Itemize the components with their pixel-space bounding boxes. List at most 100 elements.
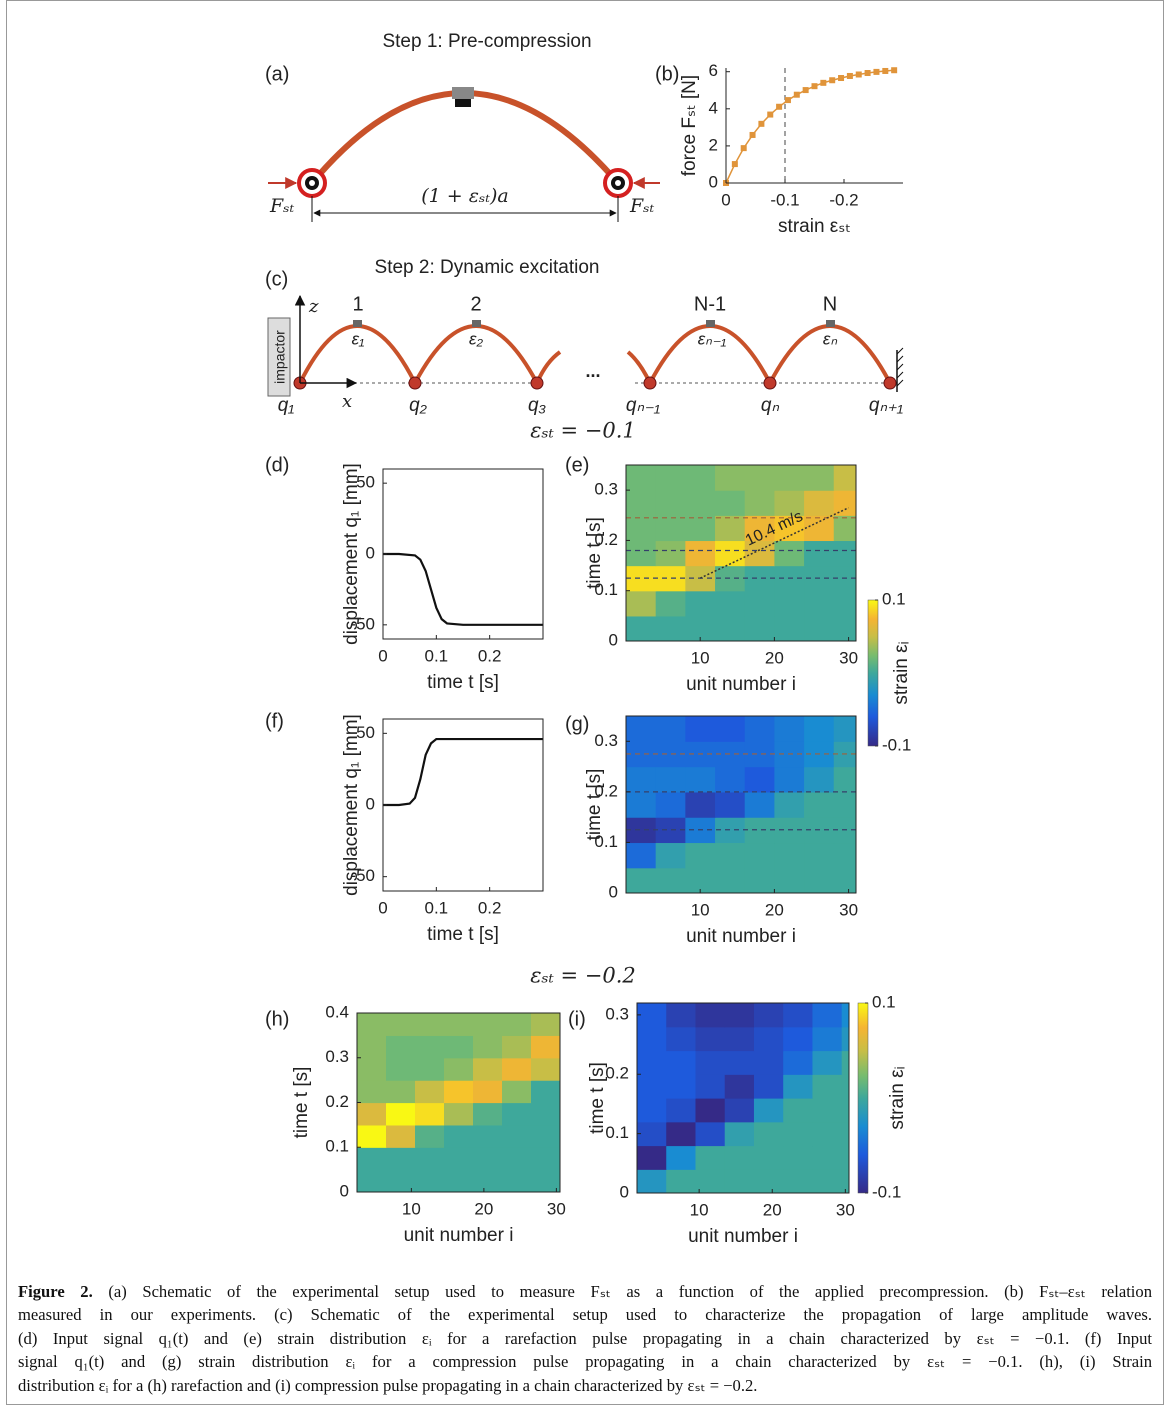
heatmap-cell <box>473 1057 503 1081</box>
y-tick-label: 0 <box>366 794 375 813</box>
x-tick-label: 10 <box>402 1199 421 1218</box>
heatmap-cell <box>655 465 686 491</box>
x-tick-label: 20 <box>474 1199 493 1218</box>
heatmap-cell <box>655 867 686 893</box>
heatmap-cell <box>715 716 746 742</box>
heatmap-cell <box>473 1169 503 1192</box>
y-tick-label: 0 <box>609 882 618 901</box>
caption-line: measured in our experiments. (c) Schemat… <box>18 1305 1152 1325</box>
heatmap-cell <box>666 1098 697 1123</box>
heatmap-cell <box>804 490 835 516</box>
heatmap <box>626 465 856 641</box>
y-tick-label: 0.3 <box>605 1004 629 1023</box>
heatmap-cell <box>744 515 775 542</box>
x-tick-label: 0 <box>721 190 730 209</box>
panel-label: (i) <box>568 1008 586 1030</box>
heatmap-cell <box>386 1013 416 1036</box>
data-point <box>802 87 809 94</box>
data-point <box>784 97 791 104</box>
heatmap-cell <box>386 1102 416 1126</box>
strain-label: ε₂ <box>469 329 483 348</box>
chart: 10 20 30 0 0.1 0.2 0.3 0.4 unit number i time t [… <box>265 1002 566 1246</box>
heatmap-cell <box>502 1013 532 1036</box>
heatmap-cell <box>833 515 856 542</box>
heatmap-cell <box>626 540 657 567</box>
fit-line <box>699 507 849 579</box>
y-tick-label: 0 <box>709 172 718 191</box>
heatmap-cell <box>655 590 686 617</box>
heatmap-cell <box>744 490 775 516</box>
heatmap-cell <box>626 741 657 768</box>
heatmap-cell <box>444 1169 474 1192</box>
heatmap-cell <box>415 1169 445 1192</box>
heatmap-cell <box>783 1050 814 1075</box>
y-tick-label: 0.3 <box>594 731 618 750</box>
heatmap-cell <box>637 1121 667 1147</box>
heatmap-cell <box>753 1169 784 1193</box>
y-tick-label: 0.1 <box>594 580 618 599</box>
panel-label: (a) <box>265 63 289 85</box>
heatmap-cell <box>812 1050 843 1075</box>
heatmap-cell <box>744 817 775 844</box>
x-tick-label: 0.2 <box>478 646 502 665</box>
heatmap-cell <box>685 465 716 491</box>
heatmap-cell <box>666 1169 697 1193</box>
heatmap-cell <box>502 1102 532 1126</box>
heatmap-cell <box>637 1074 667 1099</box>
heatmap-cell <box>774 842 805 869</box>
heatmap-cell <box>774 867 805 893</box>
heatmap-cell <box>774 615 805 641</box>
heatmap-cell <box>744 741 775 768</box>
heatmap-cell <box>685 716 716 742</box>
heatmap-cell <box>502 1124 532 1148</box>
heatmap-cell <box>804 766 835 793</box>
heatmap-cell <box>386 1035 416 1059</box>
panel-label: (e) <box>565 454 589 476</box>
plot-frame <box>625 464 857 642</box>
data-point <box>838 75 845 82</box>
heatmap-cell <box>715 465 746 491</box>
heatmap-cell <box>357 1013 387 1036</box>
node-label: qₙ <box>761 395 780 416</box>
heatmap-cell <box>415 1147 445 1171</box>
heatmap-cell <box>833 867 856 893</box>
colorbar-tick-label: -0.1 <box>872 1182 901 1201</box>
data-point <box>829 77 836 84</box>
heatmap-cell <box>444 1147 474 1171</box>
heatmap-cell <box>415 1013 445 1036</box>
data-point <box>776 103 783 110</box>
y-tick-label: 0.2 <box>594 781 618 800</box>
caption-label: Figure 2. <box>18 1282 93 1301</box>
x-axis-label: strain εₛₜ <box>778 216 851 237</box>
heatmap-cell <box>774 490 805 516</box>
x-tick-label: 10 <box>691 648 710 667</box>
y-tick-label: -50 <box>350 614 375 633</box>
heatmap-cell <box>666 1121 697 1147</box>
heatmap-cell <box>804 540 835 567</box>
y-axis-label: time t [s] <box>584 769 605 841</box>
force-label: Fₛₜ <box>629 195 655 217</box>
heatmap <box>626 716 856 893</box>
heatmap-cell <box>502 1035 532 1059</box>
x-tick-label: 30 <box>547 1199 566 1218</box>
heatmap-cell <box>531 1080 560 1104</box>
data-point <box>793 91 800 98</box>
heatmap-cell <box>841 1145 849 1170</box>
heatmap-cell <box>637 1026 667 1052</box>
x-tick-label: 0 <box>378 646 387 665</box>
y-tick-label: 4 <box>709 98 718 117</box>
y-axis-label: time t [s] <box>584 517 605 589</box>
panel-label: (c) <box>265 268 288 290</box>
caption-line: Figure 2. (a) Schematic of the experimen… <box>18 1280 1152 1303</box>
heatmap-cell <box>444 1057 474 1081</box>
heatmap-cell <box>444 1013 474 1036</box>
heatmap-cell <box>473 1035 503 1059</box>
heatmap-cell <box>473 1124 503 1148</box>
data-point <box>767 111 774 118</box>
heatmap-cell <box>531 1013 560 1036</box>
x-tick-label: 0 <box>378 898 387 917</box>
x-tick-label: -0.2 <box>829 190 858 209</box>
heatmap-cell <box>783 1169 814 1193</box>
colorbar <box>867 599 879 747</box>
